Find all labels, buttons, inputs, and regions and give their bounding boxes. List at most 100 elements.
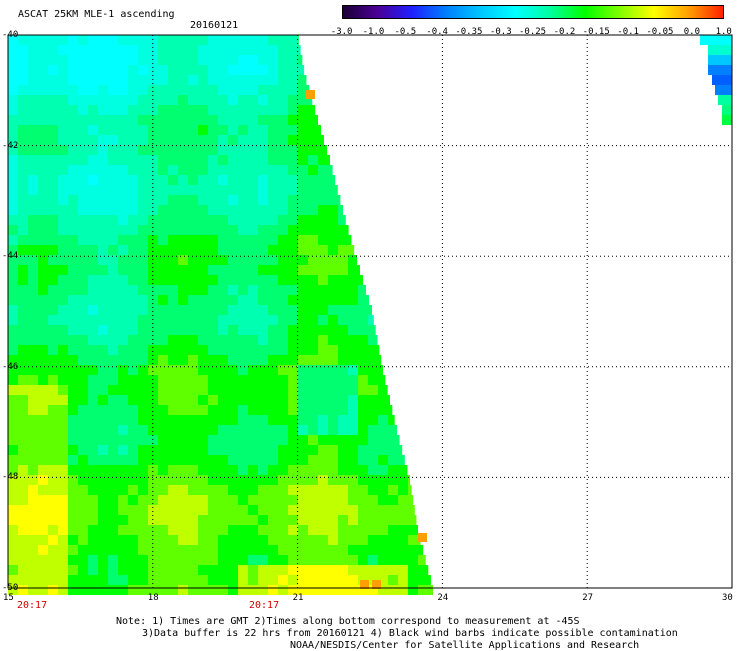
data-cell <box>178 105 188 115</box>
data-cell <box>238 215 248 225</box>
data-cell <box>88 565 98 575</box>
data-cell <box>368 385 378 395</box>
data-cell <box>368 335 378 345</box>
data-cell <box>188 155 198 165</box>
data-cell <box>108 285 118 295</box>
data-cell <box>8 535 18 545</box>
data-cell <box>98 505 108 515</box>
data-cell <box>258 405 268 415</box>
data-cell <box>8 275 18 285</box>
data-cell <box>8 485 18 495</box>
data-cell <box>8 515 18 525</box>
data-cell <box>278 175 288 185</box>
data-cell <box>248 515 258 525</box>
data-cell <box>98 55 108 65</box>
data-cell <box>228 515 238 525</box>
data-cell <box>218 45 228 55</box>
data-cell <box>118 155 128 165</box>
data-cell <box>268 295 278 305</box>
data-cell <box>238 285 248 295</box>
data-cell <box>368 395 378 405</box>
data-cell <box>198 545 208 555</box>
data-cell <box>108 135 118 145</box>
data-cell <box>388 495 398 505</box>
data-cell <box>318 555 328 565</box>
data-cell <box>218 275 228 285</box>
data-cell <box>98 585 108 595</box>
data-cell <box>28 395 38 405</box>
data-cell <box>138 75 148 85</box>
data-cell <box>108 575 118 585</box>
data-cell <box>218 105 228 115</box>
data-cell <box>48 75 58 85</box>
data-cell <box>198 245 208 255</box>
data-cell <box>138 495 148 505</box>
data-cell <box>318 465 328 475</box>
data-cell <box>98 135 108 145</box>
data-cell <box>378 345 379 355</box>
data-cell <box>298 165 308 175</box>
data-cell <box>328 205 338 215</box>
data-cell <box>348 575 358 585</box>
data-cell <box>278 115 288 125</box>
data-cell <box>198 115 208 125</box>
data-cell <box>278 485 288 495</box>
data-cell <box>178 285 188 295</box>
data-cell <box>348 455 358 465</box>
data-cell <box>378 435 388 445</box>
data-cell <box>358 275 363 285</box>
data-cell <box>248 35 258 45</box>
data-cell <box>8 325 18 335</box>
data-cell <box>208 415 218 425</box>
data-cell <box>308 405 318 415</box>
data-cell <box>88 465 98 475</box>
data-cell <box>48 465 58 475</box>
data-cell <box>298 155 308 165</box>
data-cell <box>118 145 128 155</box>
data-cell <box>48 305 58 315</box>
data-cell <box>278 475 288 485</box>
data-cell <box>298 195 308 205</box>
data-cell <box>98 395 108 405</box>
data-cell <box>298 135 308 145</box>
data-cell <box>88 575 98 585</box>
data-cell <box>98 315 108 325</box>
data-cell <box>248 505 258 515</box>
data-cell <box>18 505 28 515</box>
data-cell <box>308 175 318 185</box>
data-cell <box>178 545 188 555</box>
data-cell <box>68 35 78 45</box>
data-cell <box>138 85 148 95</box>
data-cell <box>18 495 28 505</box>
data-cell <box>158 555 168 565</box>
data-cell <box>128 585 138 595</box>
data-cell <box>78 105 88 115</box>
data-cell <box>48 445 58 455</box>
data-cell <box>278 75 288 85</box>
footer-note-3: NOAA/NESDIS/Center for Satellite Applica… <box>290 640 639 651</box>
data-cell <box>78 405 88 415</box>
data-cell <box>98 555 108 565</box>
data-cell <box>218 435 228 445</box>
data-cell <box>58 55 68 65</box>
data-cell <box>388 535 398 545</box>
data-cell <box>318 515 328 525</box>
data-cell <box>288 445 298 455</box>
data-cell <box>268 395 278 405</box>
data-cell <box>148 385 158 395</box>
data-cell <box>248 385 258 395</box>
data-cell <box>68 555 78 565</box>
data-cell <box>258 135 268 145</box>
data-cell <box>338 575 348 585</box>
data-cell <box>198 105 208 115</box>
data-cell <box>358 345 368 355</box>
data-cell <box>78 55 88 65</box>
data-cell <box>248 75 258 85</box>
data-cell <box>28 415 38 425</box>
data-cell <box>18 245 28 255</box>
data-cell <box>188 225 198 235</box>
data-cell <box>218 115 228 125</box>
data-cell <box>258 265 268 275</box>
data-cell <box>128 555 138 565</box>
data-cell <box>118 325 128 335</box>
